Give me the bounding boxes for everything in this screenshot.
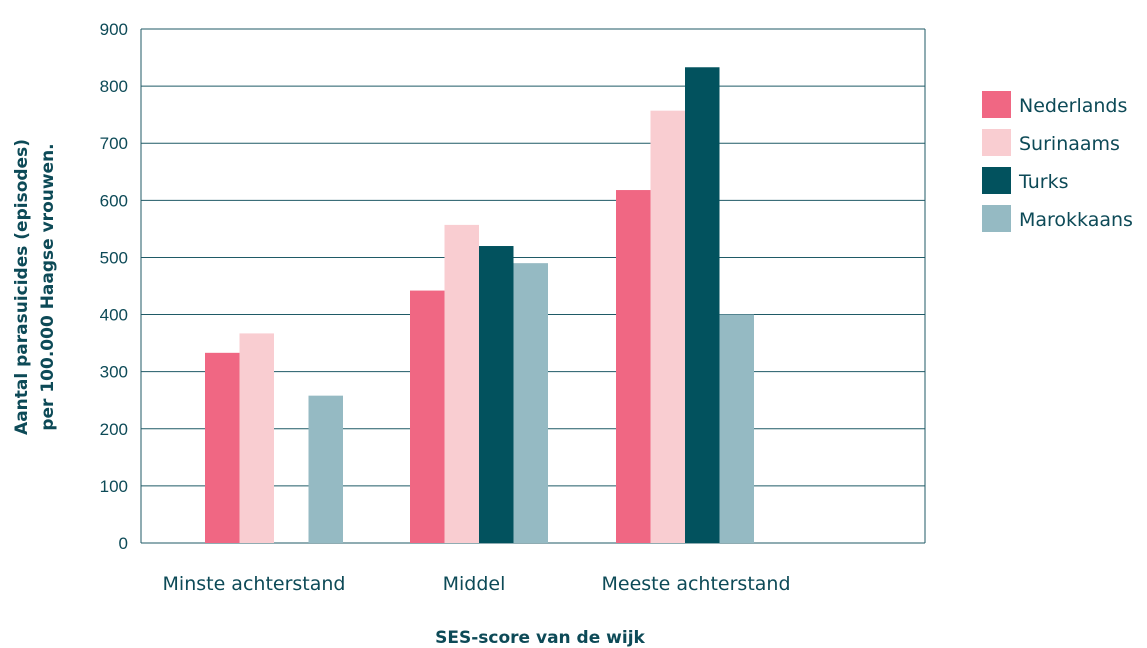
legend-label: Surinaams <box>1019 133 1120 155</box>
legend-label: Nederlands <box>1019 95 1127 117</box>
bar <box>308 395 343 543</box>
bar <box>410 290 445 543</box>
y-tick-label: 500 <box>100 248 128 267</box>
bar <box>616 190 651 543</box>
bar <box>444 224 479 543</box>
x-axis-title: SES-score van de wijk <box>435 628 645 648</box>
legend-swatch <box>982 129 1011 156</box>
y-tick-label: 100 <box>100 477 128 496</box>
legend-label: Turks <box>1018 171 1068 193</box>
category-label: Meeste achterstand <box>601 573 790 595</box>
bar <box>685 67 720 544</box>
y-tick-label: 200 <box>100 420 128 439</box>
legend-swatch <box>982 205 1011 232</box>
legend: Nederlands Surinaams Turks Marokkaans <box>982 91 1133 232</box>
bar <box>205 352 240 543</box>
bar <box>719 314 754 543</box>
bar <box>239 333 274 543</box>
bar <box>650 110 685 544</box>
y-tick-label: 900 <box>100 20 128 39</box>
y-tick-label: 700 <box>100 134 128 153</box>
legend-swatch <box>982 167 1011 194</box>
legend-label: Marokkaans <box>1019 209 1133 231</box>
category-label: Minste achterstand <box>163 573 346 595</box>
category-labels: Minste achterstand Middel Meeste achtersta… <box>163 573 791 595</box>
y-tick-label: 600 <box>100 191 128 210</box>
y-tick-labels: 0 100 200 300 400 500 600 700 800 900 <box>100 20 128 553</box>
y-tick-label: 300 <box>100 363 128 382</box>
y-axis-title-line2: per 100.000 Haagse vrouwen. <box>38 143 58 430</box>
y-tick-label: 800 <box>100 77 128 96</box>
legend-swatch <box>982 91 1011 118</box>
y-axis-title-line1: Aantal parasuicides (episodes) <box>12 139 32 435</box>
bar <box>513 263 548 543</box>
bars <box>205 67 754 544</box>
y-tick-label: 0 <box>119 534 128 553</box>
y-tick-label: 400 <box>100 306 128 325</box>
category-label: Middel <box>443 573 506 595</box>
bar <box>479 246 514 543</box>
